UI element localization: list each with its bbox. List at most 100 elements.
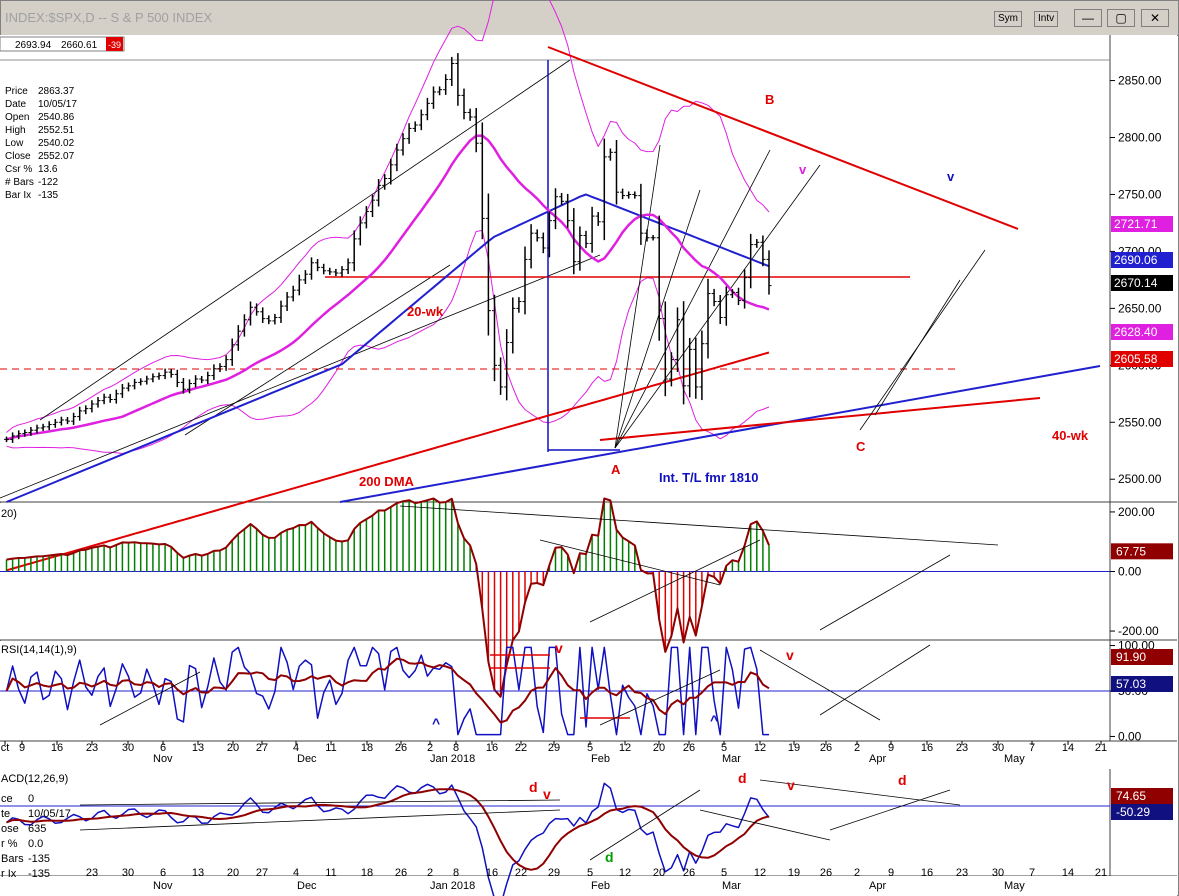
day-tick-label: 20	[227, 742, 239, 754]
macd-info-label: te	[1, 808, 10, 820]
day-tick-label: 12	[619, 742, 631, 754]
info-value: 2540.02	[38, 138, 75, 149]
macd-trendline	[79, 809, 561, 831]
day-tick-label: ct	[1, 742, 10, 754]
title-bar: INDEX:$SPX,D -- S & P 500 INDEX Sym Intv…	[1, 1, 1178, 36]
osc-tick-label: -200.00	[1118, 624, 1159, 638]
rsi-value-box	[1111, 676, 1173, 692]
price-label: 2690.06	[1114, 253, 1158, 267]
price-label-box	[1111, 351, 1173, 367]
price-annotation: A	[611, 462, 621, 477]
macd-info-value: 0	[28, 793, 34, 805]
macd-annotation: d	[738, 770, 747, 786]
bottom-day-label: 23	[956, 867, 968, 879]
bottom-day-label: 11	[325, 867, 336, 879]
macd-info-value: 0.0	[28, 838, 43, 850]
bottom-day-label: 13	[192, 867, 204, 879]
bottom-month-label: Dec	[297, 880, 317, 892]
fan-line	[614, 164, 821, 449]
header-quote: 2660.61	[61, 40, 98, 51]
bottom-day-label: 29	[548, 867, 560, 879]
month-label: Dec	[297, 753, 317, 765]
rsi-label: RSI(14,14(1),9)	[1, 644, 77, 656]
close-button[interactable]: ✕	[1141, 9, 1169, 27]
bottom-month-label: Nov	[153, 880, 173, 892]
bottom-day-label: 16	[921, 867, 933, 879]
rsi-trendline	[599, 669, 721, 726]
macd-annotation: d	[605, 849, 614, 865]
macd-annotation: d	[898, 772, 907, 788]
osc-trendline	[399, 505, 999, 546]
bottom-day-label: 5	[587, 867, 593, 879]
price-annotation: B	[765, 92, 774, 107]
sym-button[interactable]: Sym	[994, 11, 1022, 27]
macd-line	[6, 782, 770, 896]
downtrend-line	[547, 46, 1019, 230]
info-value: 10/05/17	[38, 99, 77, 110]
day-tick-label: 30	[122, 742, 134, 754]
date-axis-bottom	[0, 876, 1177, 896]
info-label: Open	[5, 112, 29, 123]
macd-trendline	[589, 789, 701, 861]
bottom-day-label: 8	[453, 867, 459, 879]
panel-price	[0, 35, 1110, 502]
macd-value-label: 74.65	[1116, 789, 1146, 803]
bottom-month-label: Feb	[591, 880, 610, 892]
rsi-trendline	[99, 671, 201, 726]
rsi-value-label: 57.03	[1116, 677, 1146, 691]
intv-button[interactable]: Intv	[1034, 11, 1059, 27]
bottom-day-label: 20	[653, 867, 665, 879]
day-tick-label: 26	[820, 742, 832, 754]
header-quote: -39	[108, 40, 121, 50]
bottom-day-label: 26	[683, 867, 695, 879]
osc-trendline	[539, 539, 721, 586]
bottom-day-label: 7	[1029, 867, 1035, 879]
bottom-day-label: 30	[992, 867, 1004, 879]
rsi-fast-line	[5, 646, 769, 736]
day-tick-label: 27	[256, 742, 268, 754]
month-label: Feb	[591, 753, 610, 765]
day-tick-label: 20	[653, 742, 665, 754]
osc-tick-label: 0.00	[1118, 565, 1142, 579]
price-annotation: v	[799, 162, 807, 177]
month-label: May	[1004, 753, 1025, 765]
price-annotation: Int. T/L fmr 1810	[659, 470, 758, 485]
day-tick-label: 16	[921, 742, 933, 754]
bottom-day-label: 16	[486, 867, 498, 879]
panel-macd	[0, 769, 1110, 876]
osc-line	[6, 497, 770, 698]
day-tick-label: 30	[992, 742, 1004, 754]
bottom-day-label: 23	[86, 867, 98, 879]
day-tick-label: 7	[1029, 742, 1035, 754]
price-annotation: 40-wk	[1052, 428, 1089, 443]
month-label: Nov	[153, 753, 173, 765]
macd-info-value: -135	[28, 853, 50, 865]
info-label: High	[5, 125, 26, 136]
macd-info-label: ose	[1, 823, 19, 835]
price-label-box	[1111, 324, 1173, 340]
info-value: 2552.51	[38, 125, 75, 136]
price-tick-label: 2800.00	[1118, 131, 1162, 145]
day-tick-label: 21	[1095, 742, 1107, 754]
price-label-box	[1111, 252, 1173, 268]
info-label: Price	[5, 86, 28, 97]
bottom-day-label: 12	[754, 867, 766, 879]
axis-macd	[1110, 769, 1177, 876]
info-value: 13.6	[38, 164, 58, 175]
axis-price	[1110, 35, 1177, 502]
bottom-day-label: 14	[1062, 867, 1074, 879]
bottom-day-label: 12	[619, 867, 631, 879]
bottom-month-label: Jan 2018	[430, 880, 475, 892]
price-annotation: v	[947, 169, 955, 184]
month-label: Mar	[722, 753, 741, 765]
int-trendline	[339, 365, 1101, 503]
bottom-day-label: 26	[820, 867, 832, 879]
price-annotation: 20-wk	[407, 304, 444, 319]
upper-band-line	[6, 0, 770, 433]
rsi-value-box	[1111, 649, 1173, 665]
restore-button[interactable]: ▢	[1107, 9, 1135, 27]
day-tick-label: 22	[515, 742, 527, 754]
minimize-button[interactable]: —	[1074, 9, 1102, 27]
bottom-day-label: 6	[160, 867, 166, 879]
fan-line	[614, 149, 771, 449]
